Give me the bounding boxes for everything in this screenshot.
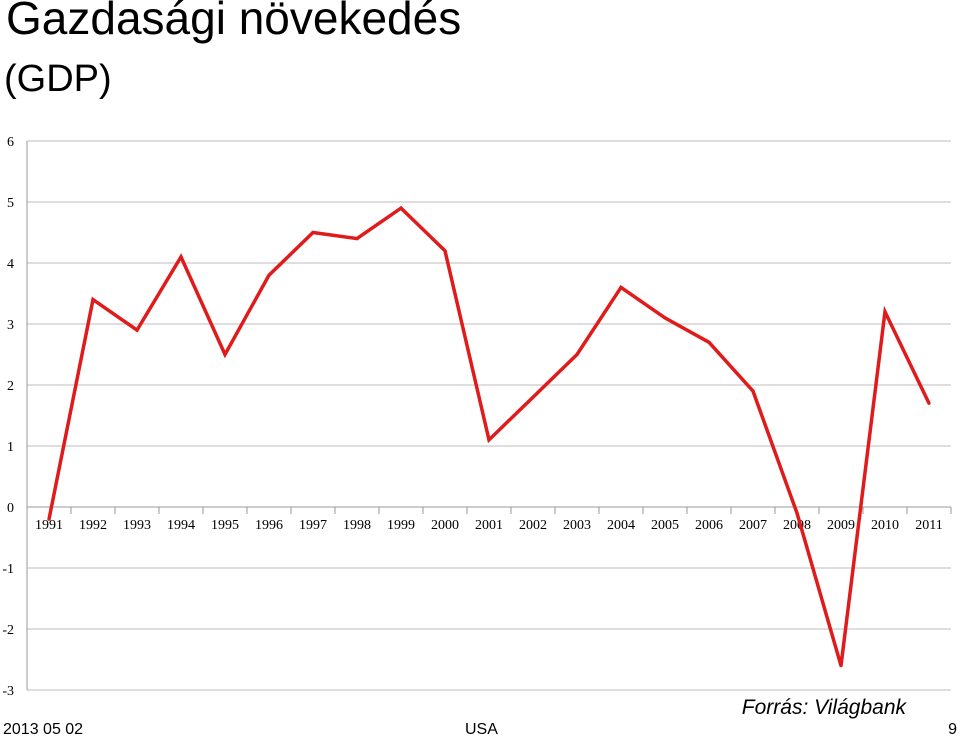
data-point: [47, 517, 51, 521]
x-tick-label: 2001: [475, 518, 503, 533]
slide-title: Gazdasági növekedés: [6, 0, 462, 44]
data-point: [311, 230, 315, 235]
x-tick-label: 2000: [431, 518, 459, 533]
x-tick-label: 1997: [299, 518, 327, 533]
x-tick-label: 2007: [739, 518, 767, 533]
data-point: [179, 255, 183, 259]
y-tick-label: -3: [2, 684, 14, 699]
x-tick-label: 2008: [783, 518, 811, 533]
y-tick-label: 3: [7, 318, 14, 333]
data-point: [399, 206, 403, 210]
slide-subtitle: (GDP): [4, 58, 112, 100]
data-point: [355, 237, 359, 241]
x-tick-label: 1996: [255, 518, 283, 533]
gdp-series-line: [47, 205, 931, 667]
data-point: [575, 352, 579, 357]
x-tick-label: 1998: [343, 518, 371, 533]
data-point: [927, 401, 931, 405]
y-tick-label: 2: [7, 379, 14, 394]
x-tick-label: 1991: [35, 518, 63, 533]
data-point: [883, 310, 887, 314]
x-tick-label: 2006: [695, 518, 723, 533]
x-tick-label: 2004: [607, 518, 635, 533]
x-tick-label: 2003: [563, 518, 591, 533]
y-tick-label: 0: [7, 501, 14, 516]
data-point: [839, 664, 843, 668]
x-tick-label: 2010: [871, 518, 899, 533]
data-point: [531, 395, 535, 399]
footer-country: USA: [465, 721, 498, 738]
y-tick-label: -2: [2, 623, 14, 638]
y-tick-label: -1: [2, 562, 14, 577]
x-tick-label: 1992: [79, 518, 107, 533]
source-note: Forrás: Világbank: [741, 696, 906, 719]
data-point: [267, 273, 271, 277]
footer-date: 2013 05 02: [3, 721, 84, 738]
data-point: [619, 285, 623, 289]
data-point: [223, 352, 227, 357]
x-tick-label: 2009: [827, 518, 855, 533]
y-tick-label: 5: [7, 196, 14, 211]
data-point: [135, 328, 139, 332]
data-point: [663, 316, 667, 320]
data-point: [487, 438, 491, 442]
x-tick-label: 2005: [651, 518, 679, 533]
y-tick-label: 1: [7, 440, 14, 455]
data-point: [707, 340, 711, 344]
y-tick-label: 4: [7, 257, 14, 272]
data-point: [91, 298, 95, 302]
x-tick-label: 2002: [519, 518, 547, 533]
x-tick-label: 1995: [211, 518, 239, 533]
data-point: [795, 511, 799, 515]
data-point: [443, 249, 447, 253]
y-tick-label: 6: [7, 135, 14, 150]
x-tick-label: 1994: [167, 518, 195, 533]
x-tick-label: 2011: [915, 518, 942, 533]
x-tick-label: 1993: [123, 518, 151, 533]
page-number: 9: [948, 721, 957, 738]
data-point: [751, 389, 755, 393]
x-tick-label: 1999: [387, 518, 415, 533]
